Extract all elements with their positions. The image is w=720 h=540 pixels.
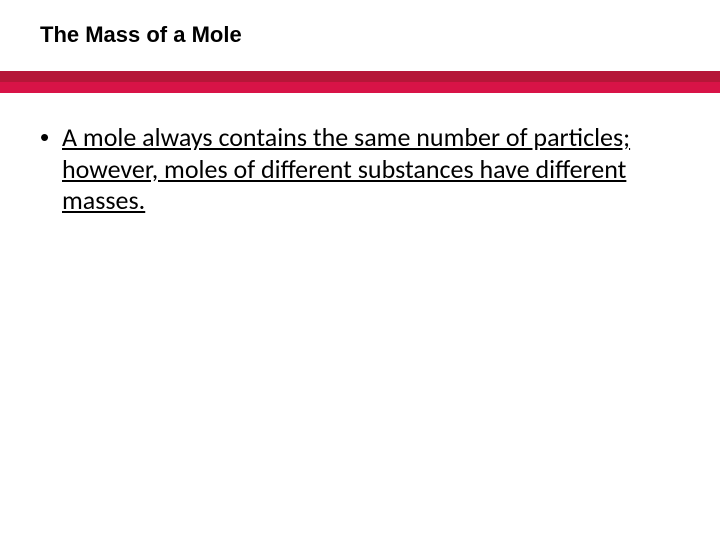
title-area: The Mass of a Mole bbox=[40, 22, 680, 62]
bullet-marker: • bbox=[40, 122, 62, 154]
bullet-item: • A mole always contains the same number… bbox=[40, 122, 664, 217]
divider-bar-bottom bbox=[0, 82, 720, 93]
divider-bar bbox=[0, 71, 720, 93]
slide: The Mass of a Mole • A mole always conta… bbox=[0, 0, 720, 540]
divider-bar-top bbox=[0, 71, 720, 82]
bullet-text: A mole always contains the same number o… bbox=[62, 122, 664, 217]
content-area: • A mole always contains the same number… bbox=[40, 122, 664, 217]
slide-title: The Mass of a Mole bbox=[40, 22, 680, 48]
